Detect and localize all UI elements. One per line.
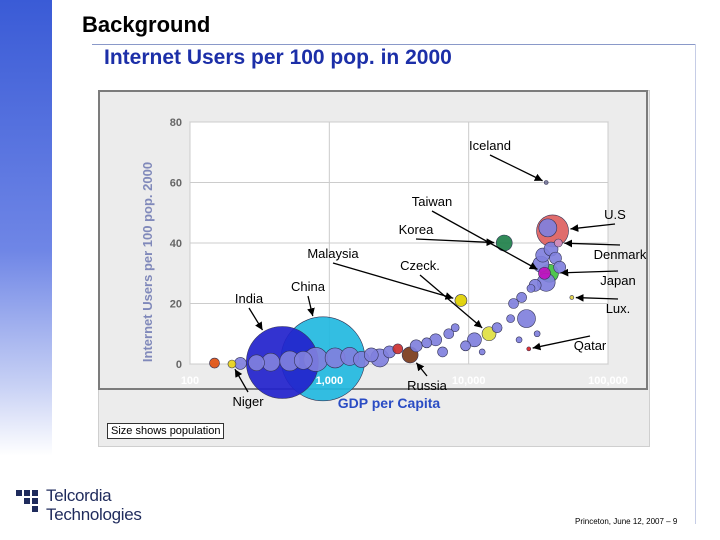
annotation-arrow-qatar: [532, 335, 591, 351]
bubble-qatar: [526, 346, 532, 352]
annotation-china: China: [291, 279, 326, 294]
bubble-29: [421, 337, 433, 349]
bubble-19: [293, 351, 313, 370]
annotation-arrow-india: [248, 307, 264, 331]
x-axis-label: GDP per Capita: [338, 395, 441, 411]
bubble-malaysia: [454, 294, 468, 307]
y-axis-label: Internet Users per 100 pop. 2000: [140, 162, 155, 362]
annotation-lux: Lux.: [606, 301, 631, 316]
annotation-czeck: Czeck.: [400, 258, 440, 273]
title-divider: [92, 44, 696, 45]
annotation-layer: Iceland Taiwan U.S Korea Malaysia Czeck. Denma…: [232, 138, 646, 409]
bubble-35: [467, 332, 482, 348]
bubble-24: [363, 347, 379, 363]
bubble-niger: [227, 359, 237, 369]
bubble-43: [526, 284, 536, 293]
annotation-arrow-iceland: [489, 154, 543, 182]
telcordia-logo-icon: [16, 490, 38, 512]
y-tick-label-3: 60: [170, 178, 182, 190]
chart-caption: Size shows population: [107, 423, 225, 439]
y-tick-label-2: 40: [170, 238, 182, 250]
bubble-32: [443, 328, 455, 340]
bubble-38: [506, 314, 515, 323]
bubble-34: [460, 340, 471, 352]
bubble-37: [491, 322, 503, 334]
x-tick-label-0: 100: [181, 375, 199, 387]
annotation-india: India: [235, 291, 264, 306]
bubble-denmark: [554, 238, 563, 248]
bubble-45: [533, 330, 541, 338]
y-tick-label-1: 20: [170, 299, 182, 311]
annotation-japan: Japan: [600, 273, 635, 288]
annotation-arrow-malaysia: [332, 262, 454, 300]
bubble-taiwan: [538, 266, 551, 280]
chart-frame: [98, 90, 648, 390]
logo-text-line1: Telcordia: [46, 486, 112, 505]
annotation-arrow-us: [570, 223, 616, 232]
bubble-49: [538, 218, 558, 238]
annotation-malaysia: Malaysia: [307, 246, 359, 261]
footer-text: Princeton, June 12, 2007 – 9: [575, 517, 678, 526]
page-subtitle: Internet Users per 100 pop. in 2000: [104, 46, 452, 69]
x-tick-label-3: 100,000: [588, 375, 628, 387]
x-tick-label-2: 10,000: [452, 375, 486, 387]
bubble-layer: [209, 180, 575, 402]
bubble-40: [515, 336, 523, 344]
annotation-korea: Korea: [399, 222, 434, 237]
bubble-16: [248, 354, 265, 372]
annotation-us: U.S: [604, 207, 626, 222]
bubble-28: [409, 339, 423, 353]
bubble-36: [478, 348, 486, 356]
bubble-33: [450, 323, 460, 333]
tick-layer: 0 20 40 60 80 100 1,000 10,000 100,000: [170, 117, 628, 387]
y-tick-label-0: 0: [176, 359, 182, 371]
annotation-arrow-russia: [415, 362, 428, 377]
bubble-31: [437, 346, 448, 358]
annotation-arrow-korea: [415, 238, 495, 247]
bubble-42: [517, 309, 536, 328]
annotation-taiwan: Taiwan: [412, 194, 452, 209]
page-title: Background: [82, 12, 211, 37]
annotation-arrow-denmark: [564, 239, 621, 248]
annotation-niger: Niger: [232, 394, 264, 409]
annotation-arrow-czeck: [419, 274, 483, 329]
bubble-lux: [569, 295, 575, 300]
annotation-arrow-china: [307, 295, 315, 317]
bubble-27: [392, 343, 404, 355]
annotation-denmark: Denmark: [594, 247, 647, 262]
annotation-arrow-japan: [560, 268, 619, 277]
bubble-15: [234, 357, 247, 370]
side-bar-decoration: [0, 0, 52, 456]
y-tick-label-4: 80: [170, 117, 182, 129]
annotation-iceland: Iceland: [469, 138, 511, 153]
x-tick-label-1: 1,000: [316, 375, 344, 387]
bubble-39: [508, 298, 519, 309]
bubble-iceland: [543, 180, 549, 185]
bubble-14: [209, 357, 220, 369]
annotation-arrow-niger: [234, 368, 249, 393]
annotation-arrow-taiwan: [431, 210, 538, 270]
annotation-russia: Russia: [407, 378, 448, 393]
bubble-52: [553, 260, 566, 274]
telcordia-logo: Telcordia Technologies: [14, 486, 154, 530]
annotation-qatar: Qatar: [574, 338, 607, 353]
bubble-41: [516, 292, 527, 303]
right-divider: [695, 44, 696, 524]
annotation-arrow-lux: [575, 293, 619, 302]
logo-text-line2: Technologies: [46, 505, 142, 524]
